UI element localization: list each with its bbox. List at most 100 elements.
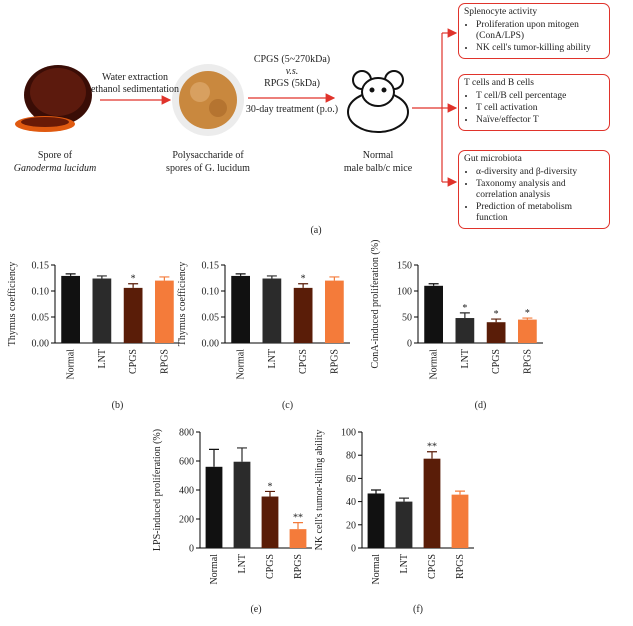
error-bar: [491, 318, 502, 323]
bar: [262, 278, 282, 343]
box-item: α-diversity and β-diversity: [476, 167, 604, 178]
error-bar: [371, 489, 381, 494]
spore-image: [15, 65, 92, 132]
error-bar: [65, 273, 76, 276]
bar: [61, 275, 80, 343]
y-tick-label: 400: [179, 486, 194, 497]
y-tick-label: 0: [189, 544, 194, 555]
error-bar: [455, 490, 465, 495]
bar: [231, 275, 250, 343]
panel-label: (d): [475, 400, 487, 411]
panel-label: (a): [310, 225, 321, 236]
box-item: T cell activation: [476, 103, 604, 114]
significance: **: [293, 513, 303, 524]
x-tick-label: CPGS: [491, 349, 502, 374]
x-tick-label: RPGS: [455, 554, 466, 579]
bar: [455, 318, 475, 343]
x-tick-label: LNT: [97, 349, 108, 368]
x-tick-label: CPGS: [128, 349, 139, 374]
box-item: Proliferation upon mitogen (ConA/LPS): [476, 20, 604, 42]
box-list: T cell/B cell percentageT cell activatio…: [464, 91, 604, 126]
edge-label: 30-day treatment (p.o.): [246, 104, 338, 115]
error-bar: [427, 451, 437, 459]
error-bar: [428, 283, 439, 286]
significance: *: [268, 481, 273, 492]
node-label: Polysaccharide of: [172, 150, 244, 161]
bar: [423, 458, 441, 548]
box-item: Naïve/effector T: [476, 115, 604, 126]
edge-label: RPGS (5kDa): [264, 78, 320, 89]
box-item: NK cell's tumor-killing ability: [476, 43, 604, 54]
y-tick-label: 0: [407, 339, 412, 350]
y-tick-label: 600: [179, 457, 194, 468]
x-tick-label: RPGS: [522, 349, 533, 374]
y-tick-label: 100: [341, 428, 356, 439]
bar: [92, 278, 112, 343]
significance: *: [494, 309, 499, 320]
y-axis-label: ConA-induced proliferation (%): [370, 240, 381, 369]
box-item: T cell/B cell percentage: [476, 91, 604, 102]
error-bar: [522, 317, 533, 320]
y-tick-label: 800: [179, 428, 194, 439]
mouse-image: [347, 70, 409, 133]
powder-image: [172, 64, 244, 136]
y-tick-label: 60: [346, 474, 356, 485]
panel-label: (b): [112, 400, 124, 411]
error-bar: [96, 275, 107, 279]
error-bar: [459, 312, 470, 319]
outcome-box: Gut microbiota α-diversity and β-diversit…: [458, 150, 610, 229]
edge-label: ethanol sedimentation: [91, 84, 179, 95]
x-tick-label: CPGS: [427, 554, 438, 579]
error-bar: [266, 275, 277, 279]
bar: [367, 493, 385, 548]
error-bar: [235, 273, 246, 276]
error-bar: [293, 522, 303, 530]
edge-label: v.s.: [286, 66, 299, 77]
y-axis-label: NK cell's tumor-killing ability: [314, 430, 325, 551]
x-tick-label: Normal: [429, 349, 440, 380]
panel-label: (c): [282, 400, 293, 411]
x-tick-label: Normal: [371, 554, 382, 585]
node-label: male balb/c mice: [344, 163, 413, 174]
y-tick-label: 80: [346, 451, 356, 462]
bar: [518, 319, 537, 343]
node-label: spores of G. lucidum: [166, 163, 250, 174]
error-bar: [159, 276, 170, 281]
bar: [395, 501, 413, 548]
bar: [123, 287, 143, 343]
bar: [289, 529, 307, 548]
bar: [261, 496, 279, 548]
y-tick-label: 200: [179, 515, 194, 526]
x-tick-label: LNT: [399, 554, 410, 573]
box-list: Proliferation upon mitogen (ConA/LPS)NK …: [464, 20, 604, 54]
y-axis-label: Thymus coefficiency: [7, 262, 18, 347]
bar: [155, 280, 174, 343]
x-tick-label: RPGS: [159, 349, 170, 374]
error-bar: [209, 448, 219, 467]
x-tick-label: LNT: [267, 349, 278, 368]
box-title: Gut microbiota: [464, 154, 522, 164]
significance: *: [301, 274, 306, 285]
box-title: Splenocyte activity: [464, 7, 538, 17]
box-item: Taxonomy analysis and correlation analys…: [476, 179, 604, 201]
outcome-box: Splenocyte activity Proliferation upon mi…: [458, 3, 610, 59]
error-bar: [265, 490, 275, 497]
bar: [325, 280, 344, 343]
error-bar: [128, 283, 139, 288]
y-tick-label: 50: [402, 313, 412, 324]
y-tick-label: 40: [346, 497, 356, 508]
y-tick-label: 0.10: [32, 287, 50, 298]
node-label: Ganoderma lucidum: [14, 163, 97, 174]
box-list: α-diversity and β-diversityTaxonomy anal…: [464, 167, 604, 224]
y-tick-label: 0.00: [32, 339, 50, 350]
x-tick-label: RPGS: [329, 349, 340, 374]
error-bar: [237, 447, 247, 462]
significance: **: [427, 442, 437, 453]
x-tick-label: Normal: [209, 554, 220, 585]
x-tick-label: CPGS: [298, 349, 309, 374]
arrows: [100, 28, 458, 187]
y-axis-label: LPS-induced proliferation (%): [152, 429, 163, 551]
x-tick-label: CPGS: [265, 554, 276, 579]
